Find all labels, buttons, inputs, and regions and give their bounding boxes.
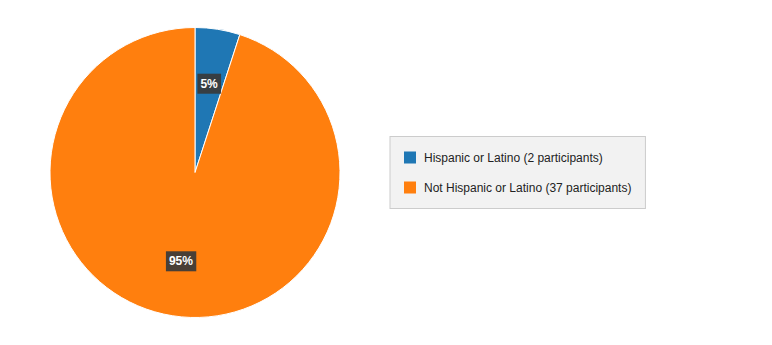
data-label-box: [166, 251, 196, 271]
data-label-group: 5%: [197, 74, 221, 94]
legend-label: Not Hispanic or Latino (37 participants): [424, 181, 631, 195]
data-labels: 5% 95%: [166, 74, 221, 272]
legend-item: Hispanic or Latino (2 participants): [404, 151, 603, 165]
data-label-box: [197, 74, 221, 94]
legend-swatch: [404, 182, 416, 194]
legend-frame: [390, 137, 645, 209]
pie-slice: [50, 28, 340, 318]
pie: [50, 28, 340, 318]
legend: Hispanic or Latino (2 participants) Not H…: [390, 137, 645, 209]
data-label-group: 95%: [166, 251, 196, 271]
legend-item: Not Hispanic or Latino (37 participants): [404, 181, 631, 195]
data-label: 95%: [169, 254, 193, 268]
chart-svg: 5% 95% Hispanic or Latino (2 participants)…: [0, 0, 772, 345]
legend-swatch: [404, 152, 416, 164]
legend-label: Hispanic or Latino (2 participants): [424, 151, 603, 165]
data-label: 5%: [200, 77, 218, 91]
